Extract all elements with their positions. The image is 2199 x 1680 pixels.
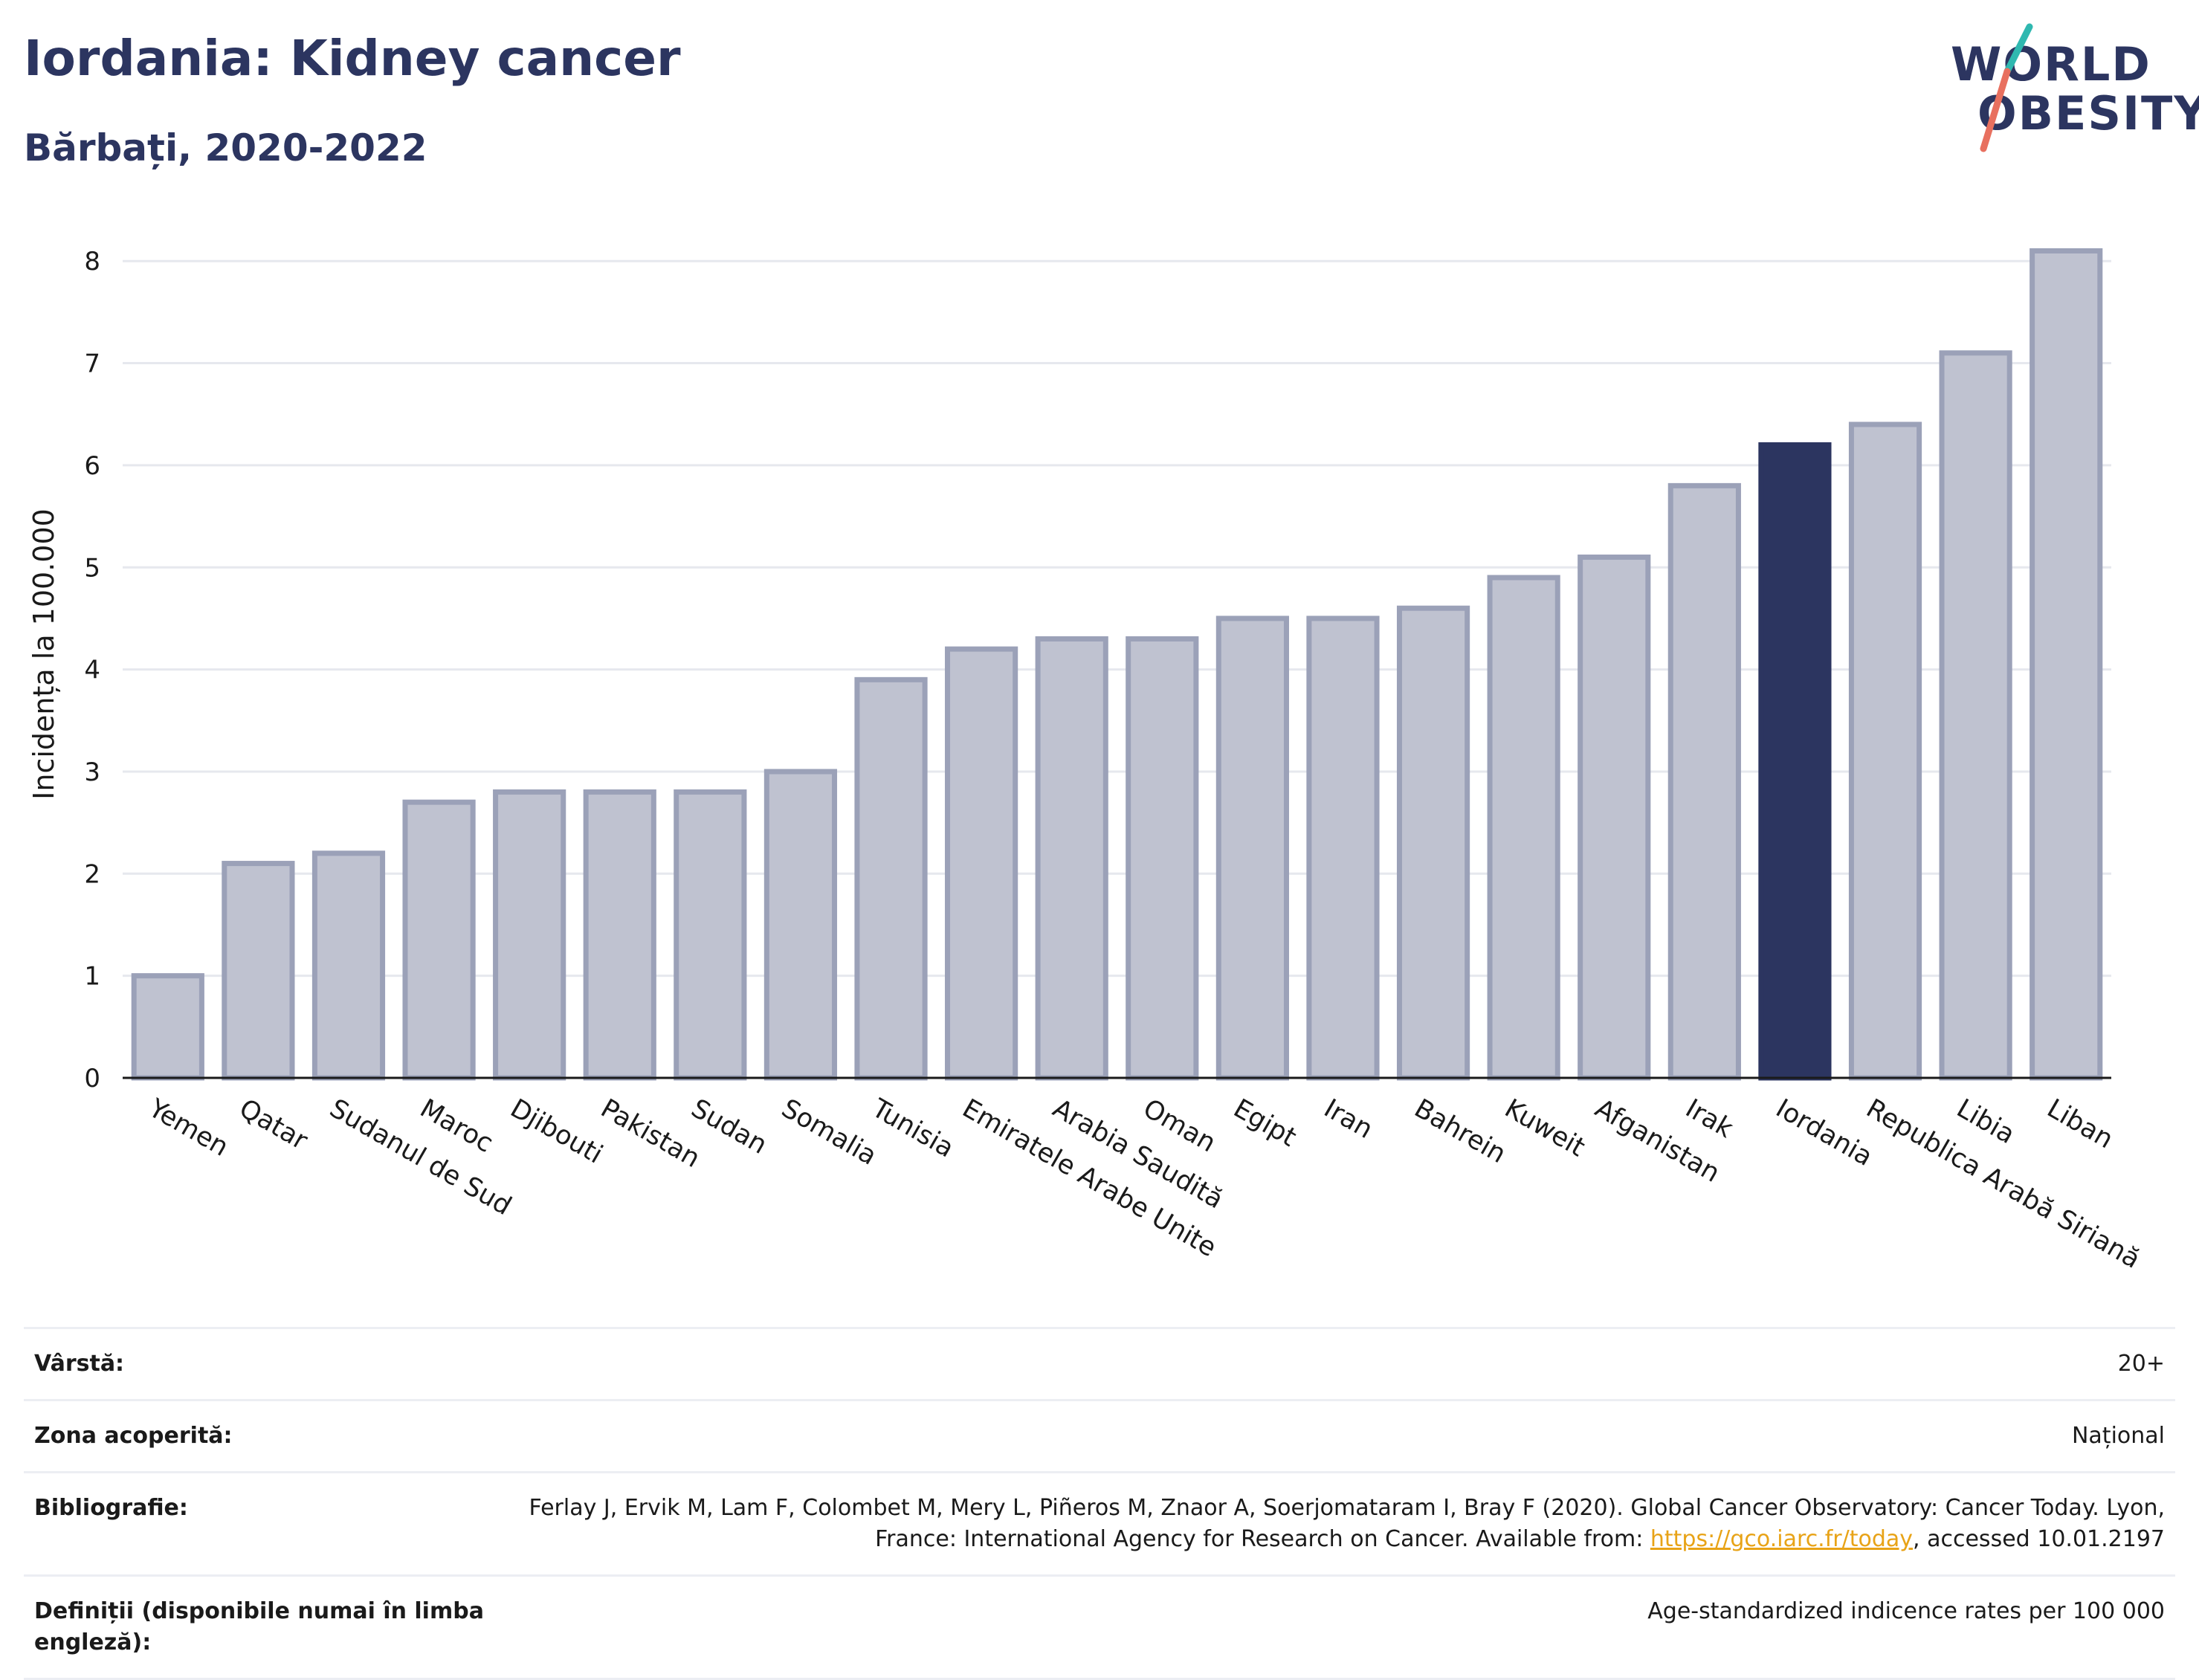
y-tick-label: 2 <box>84 859 100 889</box>
y-axis-label: Incidența la 100.000 <box>28 508 60 800</box>
y-tick-label: 8 <box>84 247 100 277</box>
bibliography-text: Ferlay J, Ervik M, Lam F, Colombet M, Me… <box>529 1495 2165 1552</box>
logo-line-2: OBESITY <box>1977 86 2199 140</box>
bar-oman[interactable] <box>1126 636 1199 1081</box>
y-axis-ticks: 0 1 2 3 4 5 6 7 8 <box>84 247 100 1093</box>
bar-iran[interactable] <box>1306 616 1380 1081</box>
bar-qatar[interactable] <box>222 861 295 1081</box>
info-value: Ferlay J, Ervik M, Lam F, Colombet M, Me… <box>510 1493 2165 1555</box>
info-row-bibliography: Bibliografie: Ferlay J, Ervik M, Lam F, … <box>24 1471 2175 1574</box>
bar-sudan[interactable] <box>674 789 747 1081</box>
x-tick-label: Somalia <box>776 1093 881 1172</box>
x-tick-label: Iran <box>1319 1093 1378 1145</box>
x-tick-label: Yemen <box>143 1093 233 1163</box>
bar-libia[interactable] <box>1939 350 2012 1081</box>
x-tick-label: Kuweit <box>1499 1093 1589 1163</box>
world-obesity-logo[interactable]: WORLD OBESITY <box>1933 22 2199 164</box>
y-tick-label: 0 <box>84 1064 100 1093</box>
source-link[interactable]: https://gco.iarc.fr/today <box>1650 1526 1914 1552</box>
logo-slash-icon <box>1980 23 2033 152</box>
bar-bahrein[interactable] <box>1396 605 1470 1081</box>
bar-iordania[interactable] <box>1758 442 1832 1081</box>
chart-subtitle: Bărbați, 2020-2022 <box>24 126 427 169</box>
bibliography-accessed: , accessed 10.01.2197 <box>1913 1526 2165 1552</box>
bar-liban[interactable] <box>2030 248 2103 1081</box>
x-tick-label: Qatar <box>234 1093 313 1156</box>
bar-irak[interactable] <box>1667 482 1741 1081</box>
x-tick-label: Egipt <box>1228 1093 1301 1153</box>
y-tick-label: 1 <box>84 962 100 992</box>
info-label: Zona acoperită: <box>34 1423 233 1449</box>
x-tick-label: Irak <box>1680 1093 1738 1144</box>
bar-sudanul-de-sud[interactable] <box>311 850 386 1081</box>
y-tick-label: 5 <box>84 553 100 583</box>
info-label: Definiții (disponibile numai în limba en… <box>34 1598 484 1655</box>
bar-djibouti[interactable] <box>493 789 566 1081</box>
bar-tunisia[interactable] <box>854 676 928 1081</box>
info-row-definitions: Definiții (disponibile numai în limba en… <box>24 1574 2175 1680</box>
bar-egipt[interactable] <box>1215 616 1289 1081</box>
bar-kuweit[interactable] <box>1487 575 1560 1081</box>
bar-maroc[interactable] <box>402 799 476 1081</box>
bars <box>131 248 2103 1081</box>
info-table: Vârstă: 20+ Zona acoperită: Național Bib… <box>24 1327 2175 1680</box>
info-value: Age-standardized indicence rates per 100… <box>1647 1598 2165 1624</box>
logo-line-1: WORLD <box>1951 37 2151 91</box>
x-tick-label: Djibouti <box>506 1093 607 1169</box>
bar-afganistan[interactable] <box>1578 555 1651 1081</box>
x-tick-label: Pakistan <box>595 1093 705 1174</box>
bar-arabia-saudită[interactable] <box>1035 636 1108 1081</box>
bar-yemen[interactable] <box>131 973 204 1081</box>
bar-emiratele-arabe-unite[interactable] <box>945 646 1018 1081</box>
bar-republica-arabă-siriană[interactable] <box>1848 421 1922 1081</box>
info-label: Bibliografie: <box>34 1495 188 1521</box>
info-row-coverage: Zona acoperită: Național <box>24 1399 2175 1471</box>
chart-title: Iordania: Kidney cancer <box>24 30 681 87</box>
x-tick-label: Bahrein <box>1410 1093 1511 1169</box>
bar-somalia[interactable] <box>763 769 838 1081</box>
x-tick-label: Tunisia <box>866 1093 958 1164</box>
info-row-age: Vârstă: 20+ <box>24 1327 2175 1399</box>
bar-pakistan[interactable] <box>583 789 656 1081</box>
y-tick-label: 6 <box>84 451 100 481</box>
y-tick-label: 4 <box>84 656 100 685</box>
info-value: 20+ <box>2117 1351 2165 1377</box>
y-tick-label: 3 <box>84 757 100 787</box>
x-tick-label: Libia <box>1951 1093 2020 1150</box>
y-tick-label: 7 <box>84 349 100 379</box>
x-tick-label: Iordania <box>1771 1093 1877 1172</box>
x-tick-label: Liban <box>2042 1093 2118 1154</box>
info-label: Vârstă: <box>34 1351 125 1377</box>
info-value: Național <box>2071 1423 2165 1449</box>
